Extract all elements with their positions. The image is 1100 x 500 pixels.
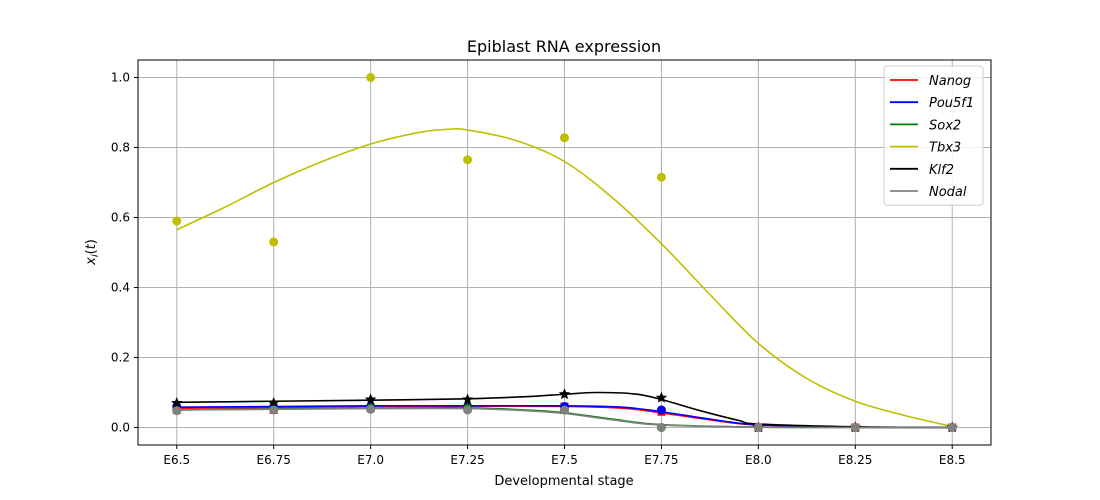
data-point [461,393,474,405]
x-tick-label: E7.75 [644,453,678,467]
chart-title: Epiblast RNA expression [467,37,661,56]
data-point [947,423,957,432]
data-point [656,172,666,182]
x-tick-label: E8.0 [745,453,772,467]
legend-box [883,65,984,206]
y-tick-label: 0.6 [111,211,130,225]
legend-label: Pou5f1 [929,96,974,111]
data-point [172,216,182,226]
legend-label: Sox2 [929,118,961,133]
data-point [171,397,183,408]
x-tick-label: E7.0 [357,453,384,467]
x-tick-label: E7.5 [551,453,578,467]
data-point [753,423,763,432]
grid [138,60,991,445]
y-tick-label: 0.8 [111,141,130,155]
data-point [268,397,280,408]
series-points-nodal [172,404,957,432]
y-tick-label: 0.4 [111,281,130,295]
data-point [463,405,473,415]
data-point [560,405,569,415]
y-axis: 0.0 0.2 0.4 0.6 0.8 1.0 [111,71,138,435]
legend-label: Tbx3 [929,141,961,156]
x-tick-label: E8.5 [939,453,966,467]
data-point [366,404,376,414]
data-point [463,155,473,165]
x-tick-label: E6.75 [257,453,291,467]
series-line-tbx3 [176,127,953,428]
y-tick-label: 1.0 [111,71,130,85]
data-point [364,393,377,405]
y-axis-label: xi(t) [84,239,101,266]
legend-label: Nodal [929,185,967,200]
x-tick-label: E8.25 [838,453,872,467]
plot-area [171,73,958,433]
legend-label: Klf2 [929,163,954,178]
data-point [269,237,279,247]
x-tick-label: E6.5 [163,453,190,467]
data-point [366,73,376,82]
data-point [656,405,666,415]
y-tick-label: 0.2 [111,351,130,365]
data-point [656,423,666,432]
data-point [172,406,182,416]
data-point [850,423,860,432]
y-tick-label: 0.0 [111,421,130,435]
data-point [560,133,569,143]
x-axis-label: Developmental stage [494,474,633,489]
legend: Nanog Pou5f1 Sox2 Tbx3 Klf2 Nodal [883,65,984,206]
data-point [558,388,571,400]
legend-label: Nanog [929,74,971,89]
data-point [269,405,279,415]
x-tick-label: E7.25 [450,453,484,467]
data-point [655,391,668,403]
x-axis: E6.5 E6.75 E7.0 E7.25 E7.5 E7.75 E8.0 E8.25 E8.5 [163,445,966,467]
